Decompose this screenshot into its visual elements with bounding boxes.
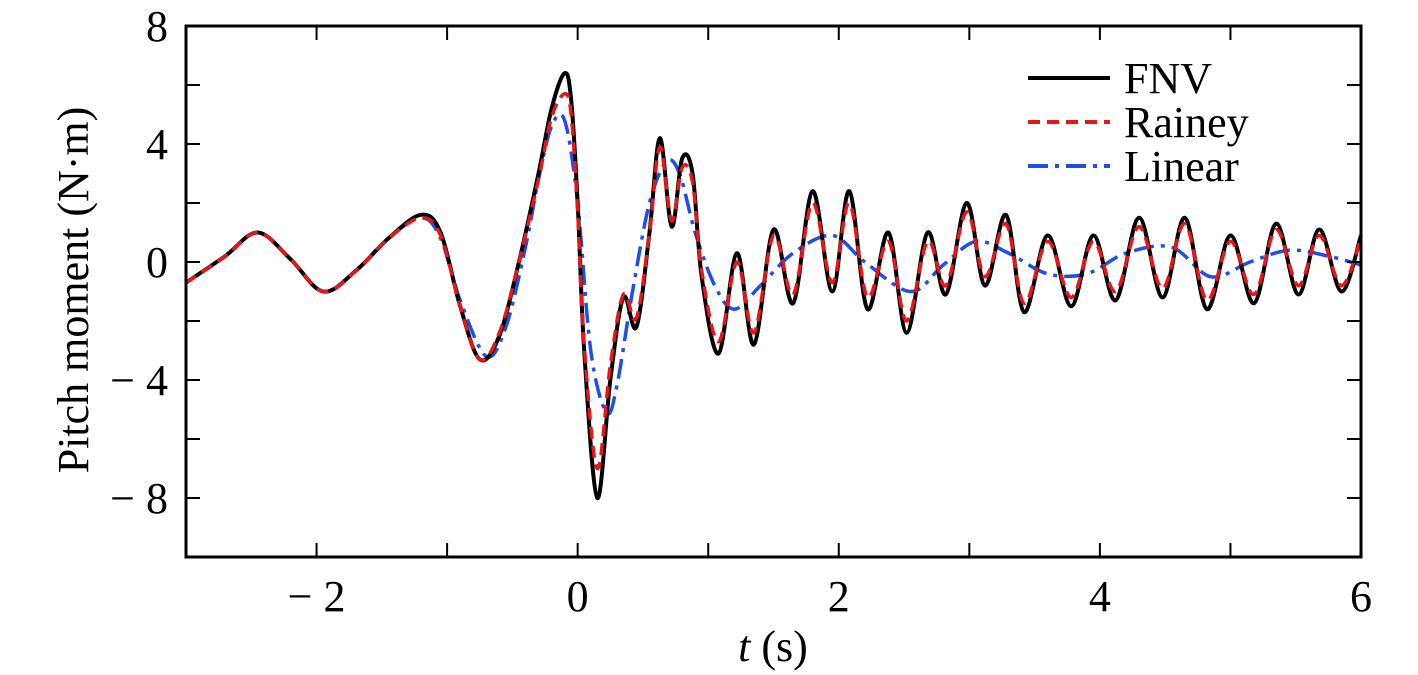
x-tick-label: 4 (1089, 572, 1111, 621)
x-axis-label-var: t (738, 622, 752, 671)
y-axis-label: Pitch moment (N·m) (49, 107, 98, 474)
y-tick-label: 8 (146, 2, 168, 51)
x-tick-label: 6 (1350, 572, 1372, 621)
x-tick-label: 0 (567, 572, 589, 621)
x-tick-label: 2 (828, 572, 850, 621)
legend-label-rainey: Rainey (1124, 98, 1249, 147)
y-tick-label: 0 (146, 238, 168, 287)
legend-label-fnv: FNV (1124, 54, 1212, 103)
y-tick-label: − 4 (110, 356, 168, 405)
series-layer (184, 71, 1363, 501)
x-axis-label: t (s) (738, 622, 808, 671)
x-axis-label-unit: (s) (750, 622, 807, 671)
legend-label-linear: Linear (1124, 142, 1239, 191)
y-tick-label: 4 (146, 120, 168, 169)
y-tick-label: − 8 (110, 474, 168, 523)
series-line-rainey (185, 92, 1363, 471)
x-tick-label: − 2 (288, 572, 346, 621)
plot-frame (184, 24, 1363, 559)
series-line-fnv (184, 71, 1363, 501)
tick-layer: − 2 0 2 4 6 8 4 0 − 4 − 8 (110, 2, 1372, 621)
